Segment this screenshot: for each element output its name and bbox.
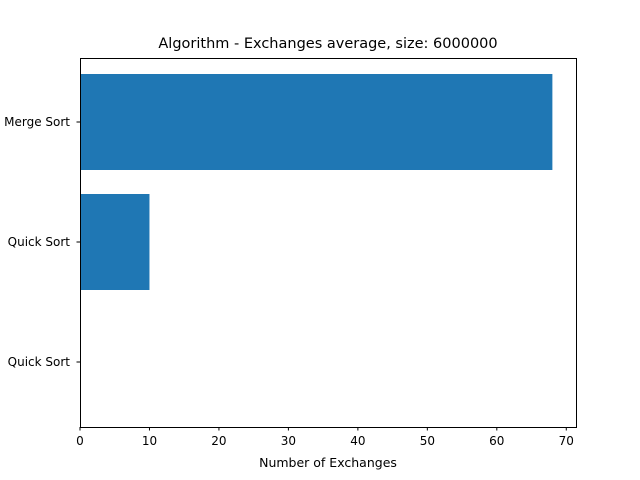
x-axis-label: Number of Exchanges bbox=[259, 455, 397, 470]
y-tick-label: Merge Sort bbox=[4, 115, 70, 129]
y-tick-label: Quick Sort bbox=[8, 235, 71, 249]
plot-frame bbox=[80, 58, 577, 428]
x-tick-label: 10 bbox=[142, 434, 157, 448]
bar-1 bbox=[80, 194, 150, 290]
chart-title: Algorithm - Exchanges average, size: 600… bbox=[158, 36, 497, 52]
x-tick-label: 0 bbox=[76, 434, 84, 448]
x-tick-label: 50 bbox=[420, 434, 435, 448]
x-tick-label: 60 bbox=[489, 434, 504, 448]
bar-0 bbox=[80, 74, 553, 170]
x-tick-label: 40 bbox=[350, 434, 365, 448]
bars-group bbox=[80, 74, 553, 290]
x-tick-label: 70 bbox=[559, 434, 574, 448]
y-tick-label: Quick Sort bbox=[8, 355, 71, 369]
y-axis-ticks: Merge Sort Quick Sort Quick Sort bbox=[4, 115, 80, 369]
x-tick-label: 30 bbox=[281, 434, 296, 448]
x-axis-ticks: 0 10 20 30 40 50 60 70 bbox=[76, 427, 574, 448]
x-tick-label: 20 bbox=[211, 434, 226, 448]
